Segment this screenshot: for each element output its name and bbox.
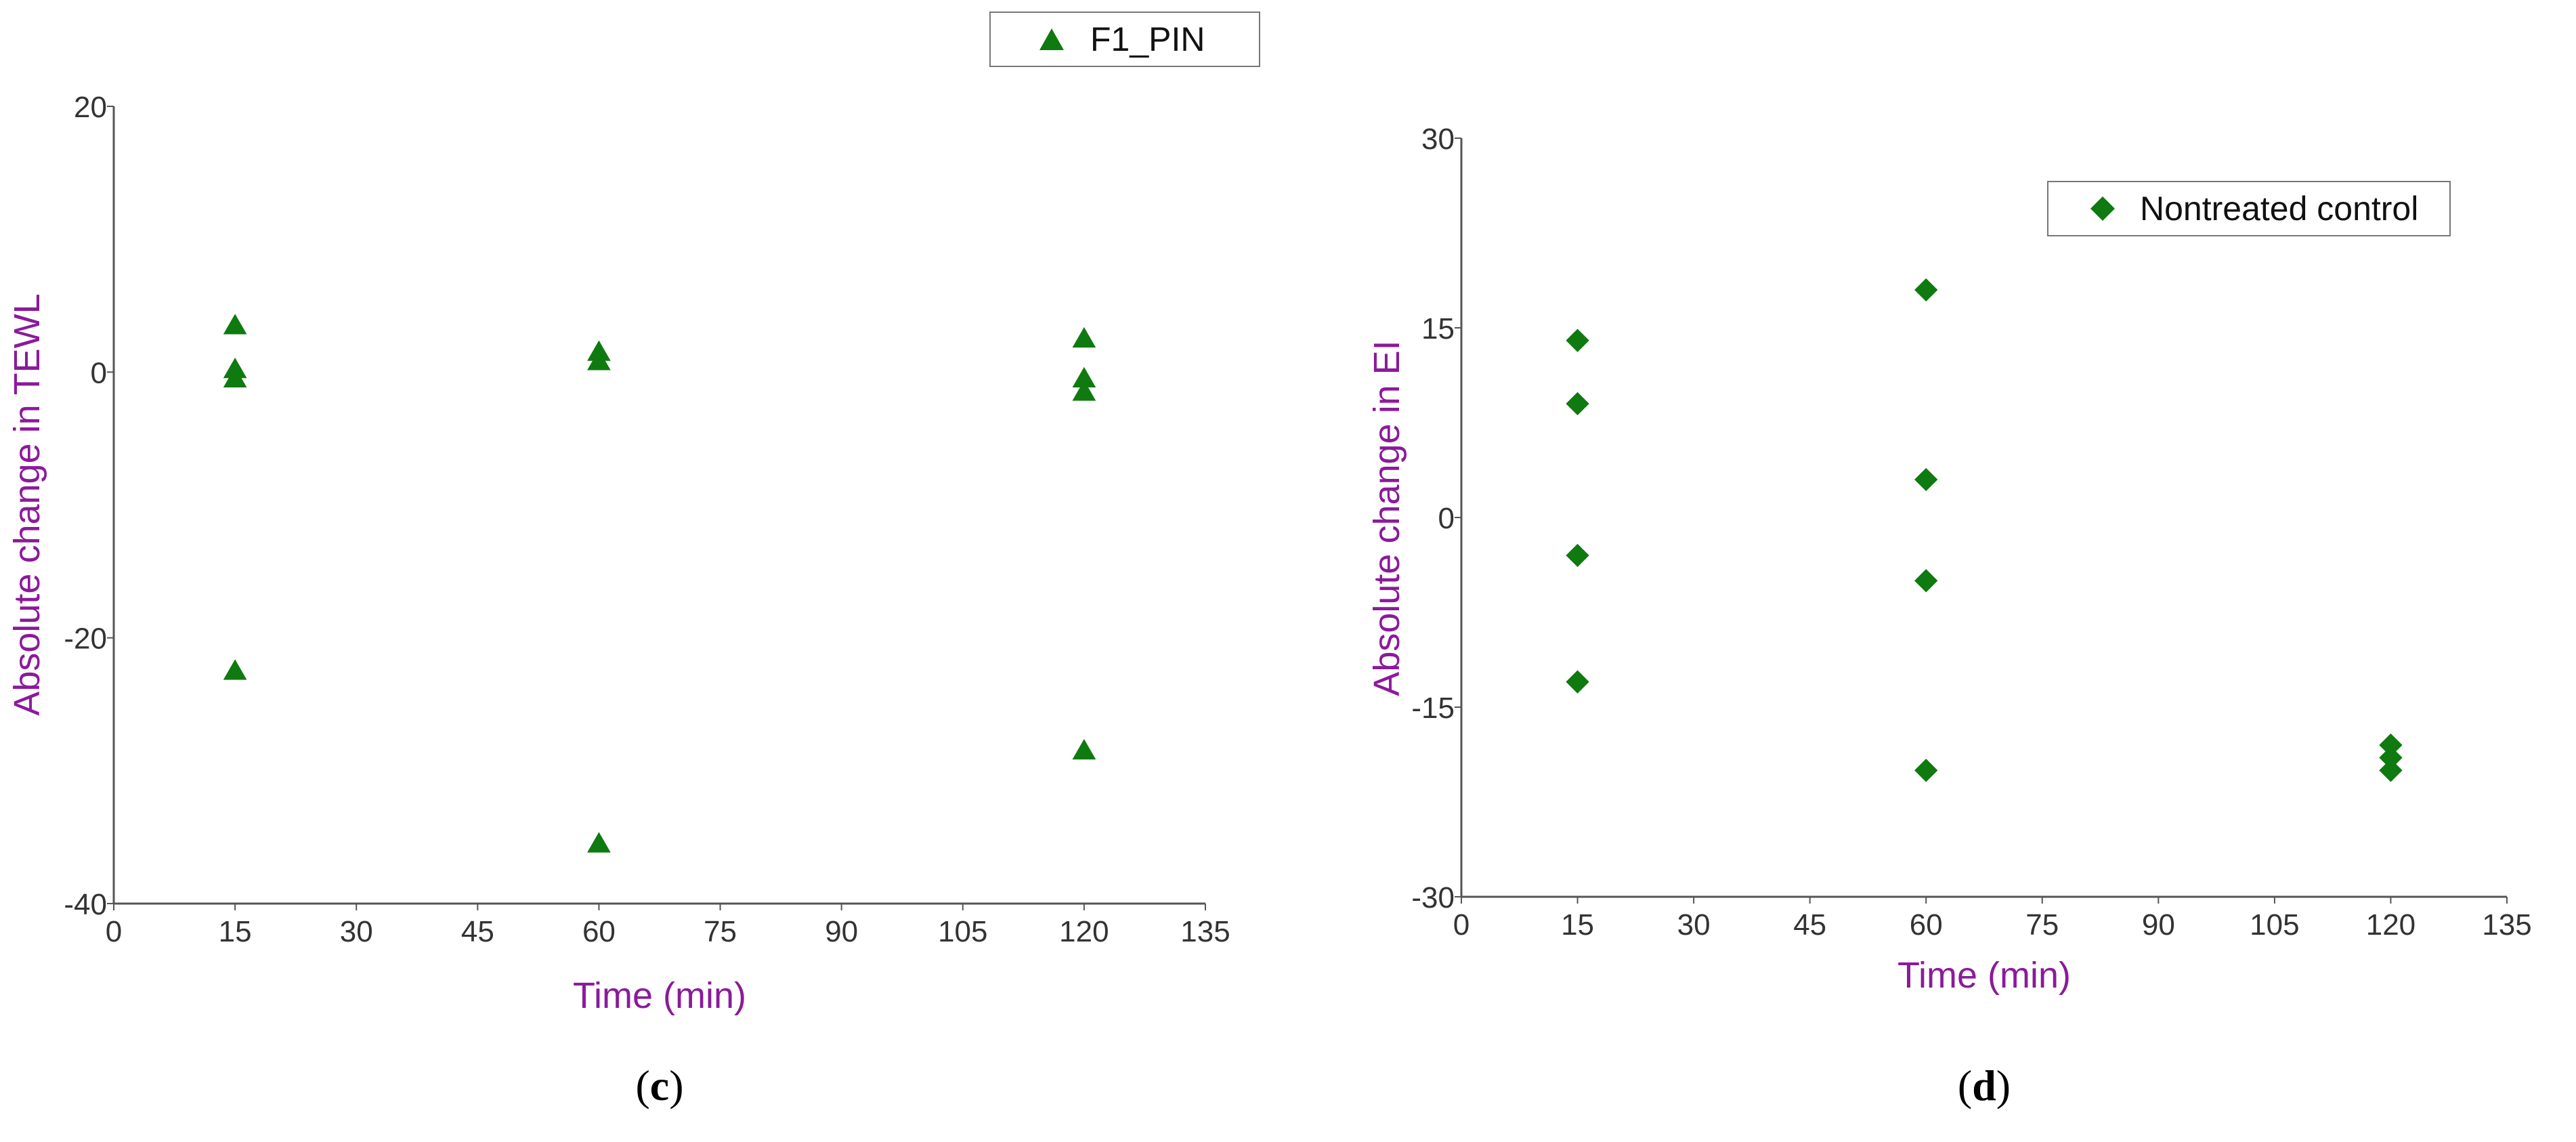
data-point-diamond [2379, 733, 2403, 757]
legend: F1_PIN [989, 12, 1260, 67]
y-ticks: -30 -15 0 15 30 [1411, 123, 1461, 914]
panel-label-letter: c [650, 1061, 669, 1109]
x-ticks: 0 15 30 45 60 75 90 105 120 135 [1453, 897, 2532, 942]
legend-label: F1_PIN [1090, 20, 1205, 58]
y-tick-label: -30 [1411, 881, 1455, 914]
data-point-triangle [223, 314, 247, 335]
x-tick-label: 0 [1453, 908, 1469, 942]
data-point-diamond [1914, 759, 1938, 782]
data-point-triangle [1072, 739, 1096, 760]
data-point-triangle [1072, 380, 1096, 401]
data-point-diamond [1566, 392, 1589, 416]
x-tick-label: 105 [2250, 908, 2299, 942]
data-point-diamond [1914, 569, 1938, 593]
x-tick-label: 135 [1180, 915, 1230, 948]
data-point-triangle [223, 366, 247, 388]
data-point-diamond [2379, 759, 2403, 782]
chart-c: 0 15 30 45 60 75 90 105 120 135 -40 -20 0 20 Time (m… [7, 12, 1260, 1109]
data-points [1566, 278, 2403, 782]
data-point-triangle [587, 832, 611, 853]
data-point-triangle [1072, 326, 1096, 348]
data-point-triangle [223, 659, 247, 680]
x-tick-label: 90 [825, 915, 858, 948]
x-tick-label: 75 [704, 915, 737, 948]
x-axis-label: Time (min) [1897, 955, 2071, 996]
x-tick-label: 105 [938, 915, 987, 948]
x-tick-label: 0 [106, 915, 122, 948]
x-tick-label: 30 [340, 915, 373, 948]
x-tick-label: 45 [461, 915, 494, 948]
x-tick-label: 90 [2142, 908, 2175, 942]
data-point-diamond [1566, 543, 1589, 568]
x-tick-label: 120 [1059, 915, 1109, 948]
chart-d: 0 15 30 45 60 75 90 105 120 135 -30 -15 0 15 30 Time … [1367, 123, 2532, 1109]
data-point-diamond [1914, 278, 1938, 302]
x-ticks: 0 15 30 45 60 75 90 105 120 135 [106, 904, 1230, 948]
data-point-triangle [587, 350, 611, 371]
data-point-diamond [2379, 746, 2403, 769]
x-tick-label: 60 [582, 915, 616, 948]
y-tick-label: 0 [91, 356, 107, 389]
panel-label-open: ( [1958, 1061, 1972, 1109]
x-tick-label: 30 [1677, 908, 1711, 942]
x-tick-label: 45 [1793, 908, 1826, 942]
y-tick-label: -20 [64, 622, 107, 656]
x-tick-label: 75 [2025, 908, 2059, 942]
data-point-triangle [1072, 366, 1096, 388]
data-point-diamond [1566, 329, 1589, 352]
y-tick-label: 15 [1421, 312, 1455, 345]
panel-label-close: ) [1996, 1061, 2011, 1109]
x-tick-label: 135 [2482, 908, 2531, 942]
x-axis-label: Time (min) [573, 975, 746, 1016]
panel-label-close: ) [669, 1061, 683, 1109]
data-point-diamond [1914, 467, 1938, 492]
panel-label-c: (c) [635, 1061, 683, 1109]
data-points [223, 314, 1096, 853]
y-tick-label: 30 [1421, 123, 1455, 156]
data-point-diamond [1566, 670, 1589, 694]
legend-box [989, 12, 1260, 67]
legend: Nontreated control [2047, 181, 2451, 236]
y-axis-label: Absolute change in EI [1367, 340, 1407, 696]
y-tick-label: 0 [1438, 502, 1455, 535]
legend-triangle-icon [1039, 28, 1064, 50]
panel-label-open: ( [635, 1061, 649, 1109]
y-tick-label: -15 [1411, 692, 1455, 725]
legend-diamond-icon [2090, 196, 2115, 221]
x-tick-label: 15 [1561, 908, 1594, 942]
legend-label: Nontreated control [2140, 190, 2418, 228]
panel-label-d: (d) [1958, 1061, 2011, 1109]
y-tick-label: 20 [74, 91, 107, 124]
y-tick-label: -40 [64, 888, 107, 921]
x-tick-label: 120 [2366, 908, 2416, 942]
y-axis-label: Absolute change in TEWL [7, 293, 47, 715]
x-tick-label: 15 [219, 915, 252, 948]
y-ticks: -40 -20 0 20 [64, 91, 114, 921]
x-tick-label: 60 [1910, 908, 1943, 942]
panel-label-letter: d [1972, 1061, 1996, 1109]
